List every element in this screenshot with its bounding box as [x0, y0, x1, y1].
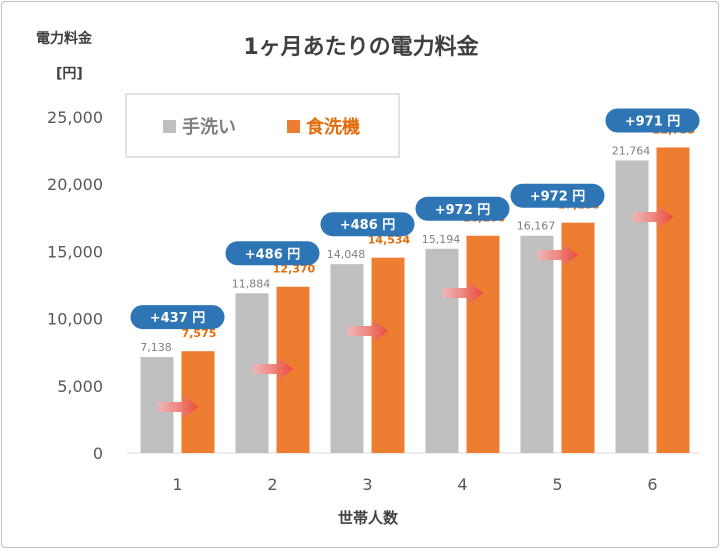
legend-swatch-dishwasher [287, 120, 300, 133]
difference-badge [415, 196, 510, 221]
bar-handwash [520, 235, 554, 453]
y-tick-label: 25,000 [47, 108, 103, 127]
y-axis-unit: [円] [56, 66, 83, 82]
legend-label-handwash: 手洗い [182, 116, 236, 138]
y-axis-title: 電力料金 [36, 30, 93, 47]
y-axis-ticks: 0 5,000 10,000 15,000 20,000 25,000 [47, 108, 103, 463]
difference-badge [225, 241, 320, 266]
legend-label-dishwasher: 食洗機 [305, 116, 360, 138]
difference-label: +972 円 [435, 203, 491, 218]
increase-arrow-icon [347, 320, 389, 342]
y-tick-label: 20,000 [47, 175, 103, 194]
x-tick-label: 4 [457, 475, 467, 494]
data-label-dishwasher: 14,534 [368, 234, 411, 247]
chart-title: 1ヶ月あたりの電力料金 [243, 34, 479, 60]
data-label-dishwasher: 7,575 [182, 327, 217, 340]
difference-label: +437 円 [150, 311, 206, 326]
difference-label: +971 円 [625, 114, 681, 129]
legend-swatch-handwash [163, 120, 176, 133]
increase-arrow-icon [252, 358, 294, 380]
data-label-handwash: 21,764 [612, 144, 651, 157]
difference-badge [130, 305, 225, 330]
difference-badge [605, 108, 700, 133]
data-label-handwash: 15,194 [422, 233, 461, 246]
data-label-handwash: 16,167 [517, 220, 556, 233]
x-tick-label: 3 [362, 475, 372, 494]
bar-dishwasher [466, 235, 500, 453]
y-tick-label: 15,000 [47, 242, 103, 261]
y-tick-label: 0 [93, 444, 103, 463]
data-label-handwash: 11,884 [232, 277, 271, 290]
data-label-handwash: 7,138 [140, 341, 172, 354]
bar-handwash [330, 264, 364, 453]
bar-dishwasher [656, 147, 690, 454]
bar-handwash [425, 248, 459, 453]
difference-label: +486 円 [340, 218, 396, 233]
x-tick-label: 6 [647, 475, 657, 494]
data-label-handwash: 14,048 [327, 248, 366, 261]
difference-label: +486 円 [245, 247, 301, 262]
increase-arrow-icon [157, 396, 199, 418]
difference-label: +972 円 [530, 190, 586, 205]
increase-arrow-icon [537, 244, 579, 266]
x-tick-label: 2 [267, 475, 277, 494]
difference-badge [510, 183, 605, 208]
x-axis-title: 世帯人数 [338, 509, 399, 527]
increase-arrow-icon [632, 206, 674, 228]
bar-dishwasher [371, 257, 405, 453]
x-tick-label: 5 [552, 475, 562, 494]
y-tick-label: 10,000 [47, 310, 103, 329]
bar-handwash [615, 160, 649, 454]
increase-arrow-icon [442, 282, 484, 304]
x-axis-ticks: 1 2 3 4 5 6 [172, 475, 657, 494]
difference-badge [320, 212, 415, 237]
data-label-dishwasher: 12,370 [273, 263, 316, 276]
x-tick-label: 1 [172, 475, 182, 494]
y-tick-label: 5,000 [57, 377, 103, 396]
legend: 手洗い 食洗機 [125, 93, 400, 158]
